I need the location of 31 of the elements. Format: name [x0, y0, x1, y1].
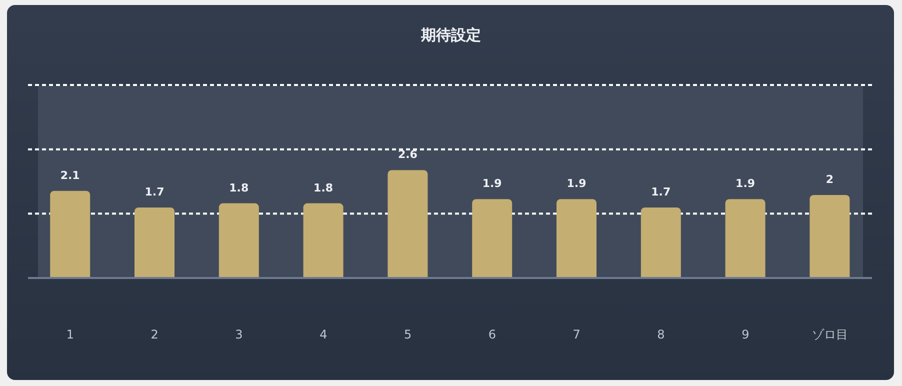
chart-title: 期待設定 — [420, 26, 482, 45]
x-tick-label: 2 — [150, 328, 158, 342]
bar — [472, 199, 512, 278]
data-label: 1.8 — [314, 181, 334, 194]
data-label: 2.1 — [60, 168, 80, 182]
x-tick-label: 6 — [488, 328, 496, 342]
x-tick-label: 5 — [404, 328, 412, 342]
bar — [134, 207, 174, 278]
bar — [218, 203, 259, 278]
data-label: 1.9 — [482, 177, 502, 190]
bar — [810, 194, 850, 278]
x-tick-label: 8 — [657, 328, 665, 342]
x-tick-label: 4 — [320, 328, 328, 342]
data-label: 2 — [826, 172, 834, 186]
bar — [640, 207, 681, 278]
bar — [303, 203, 344, 278]
x-tick-label: 9 — [742, 328, 750, 342]
x-tick-label: 7 — [572, 328, 580, 342]
data-label: 1.9 — [566, 177, 586, 190]
data-label: 1.9 — [736, 177, 756, 190]
x-tick-label: 3 — [235, 328, 243, 342]
data-label: 1.8 — [229, 181, 249, 194]
data-label: 1.7 — [144, 185, 164, 198]
x-tick-label: 1 — [66, 328, 74, 342]
data-label: 2.6 — [398, 148, 418, 162]
bar — [556, 199, 596, 278]
data-label: 1.7 — [651, 185, 671, 198]
bar — [725, 199, 766, 278]
x-tick-label: ゾロ目 — [812, 328, 848, 342]
bar — [388, 170, 428, 278]
bar — [50, 190, 90, 278]
